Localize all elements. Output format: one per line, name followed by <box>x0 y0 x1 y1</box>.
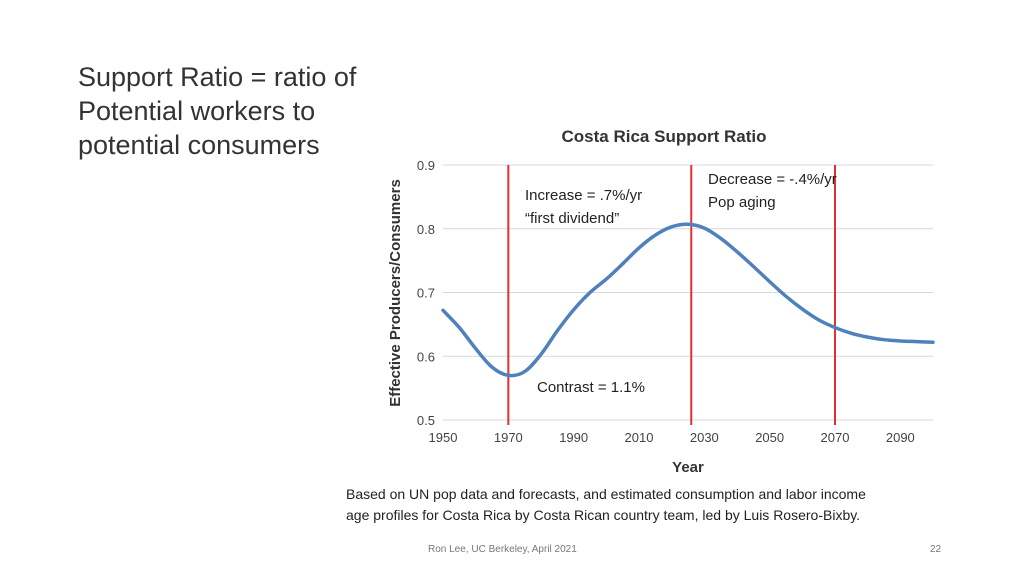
series-line <box>441 222 935 378</box>
x-tick-label: 1970 <box>494 430 523 445</box>
footer-credit: Ron Lee, UC Berkeley, April 2021 <box>428 544 577 555</box>
chart-title: Costa Rica Support Ratio <box>562 127 767 146</box>
y-tick-label: 0.8 <box>417 222 435 237</box>
page-number: 22 <box>930 544 942 555</box>
tick-labels: 0.5 0.6 0.7 0.8 0.9 1950 1970 1990 2010 2030 2050 2… <box>417 158 915 445</box>
series-line-group <box>441 222 935 378</box>
x-tick-label: 1990 <box>559 430 588 445</box>
annotation-decrease-line: Decrease = -.4%/yr <box>708 171 837 188</box>
x-tick-label: 2070 <box>821 430 850 445</box>
x-axis-label: Year <box>672 459 704 476</box>
x-tick-label: 2030 <box>690 430 719 445</box>
caption-line-1: Based on UN pop data and forecasts, and … <box>346 486 866 502</box>
source-caption: Based on UN pop data and forecasts, and … <box>346 484 946 526</box>
annotation-increase-line: Increase = .7%/yr <box>525 187 642 204</box>
slide-title: Support Ratio = ratio of Potential worke… <box>78 62 357 160</box>
y-tick-label: 0.6 <box>417 349 435 364</box>
caption-line-2: age profiles for Costa Rica by Costa Ric… <box>346 507 861 523</box>
annotations: Increase = .7%/yr “first dividend” Decreas… <box>525 171 837 396</box>
x-tick-label: 2010 <box>625 430 654 445</box>
y-tick-label: 0.7 <box>417 286 435 301</box>
x-tick-label: 2090 <box>886 430 915 445</box>
chart-svg: Costa Rica Support Ratio 0.5 0.6 0.7 0.8 0.9… <box>387 127 935 476</box>
annotation-contrast-line: Contrast = 1.1% <box>537 379 645 396</box>
annotation-increase-line: “first dividend” <box>525 210 619 227</box>
y-tick-label: 0.9 <box>417 158 435 173</box>
x-tick-label: 2050 <box>755 430 784 445</box>
support-ratio-chart: Costa Rica Support Ratio 0.5 0.6 0.7 0.8 0.9… <box>370 118 950 488</box>
x-tick-label: 1950 <box>429 430 458 445</box>
annotation-decrease-line: Pop aging <box>708 194 776 211</box>
y-tick-label: 0.5 <box>417 413 435 428</box>
vertical-markers <box>507 165 836 425</box>
y-axis-label: Effective Producers/Consumers <box>387 179 404 407</box>
gridlines <box>443 164 933 421</box>
